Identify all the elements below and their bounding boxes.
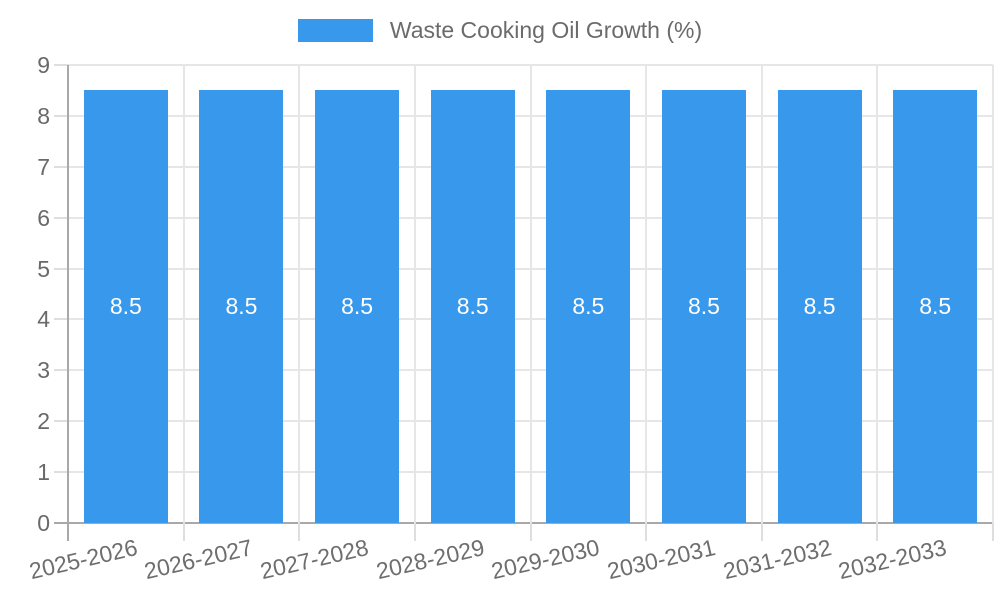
x-tick-label: 2026-2027: [142, 534, 256, 585]
v-gridline: [529, 65, 532, 523]
legend-swatch: [297, 19, 373, 42]
x-tick-mark: [992, 523, 994, 541]
x-tick-mark: [298, 523, 301, 541]
y-tick-mark: [54, 216, 68, 219]
legend-label: Waste Cooking Oil Growth (%): [389, 17, 703, 43]
y-tick-mark: [54, 165, 68, 168]
x-tick-label: 2028-2029: [373, 534, 487, 585]
y-tick-label: 9: [37, 52, 50, 78]
bar-value-label: 8.5: [225, 293, 258, 320]
bar[interactable]: 8.5: [430, 90, 515, 523]
bar-value-label: 8.5: [803, 293, 836, 320]
x-tick-label: 2029-2030: [489, 534, 603, 585]
x-tick-mark: [876, 523, 879, 541]
y-tick-label: 7: [37, 153, 50, 180]
bar[interactable]: 8.5: [661, 90, 746, 523]
bar-value-label: 8.5: [572, 293, 605, 320]
v-gridline: [992, 65, 994, 523]
bar[interactable]: 8.5: [199, 90, 284, 523]
y-tick-label: 3: [37, 357, 50, 384]
v-gridline: [760, 65, 763, 523]
y-tick-label: 2: [37, 408, 50, 435]
y-tick-mark: [54, 471, 68, 474]
y-tick-mark: [54, 369, 68, 372]
y-tick-mark: [54, 522, 68, 524]
legend-item[interactable]: Waste Cooking Oil Growth (%): [0, 17, 1000, 44]
bar[interactable]: 8.5: [315, 90, 400, 523]
bar[interactable]: 8.5: [83, 90, 168, 523]
y-tick-label: 6: [37, 204, 50, 231]
x-tick-mark: [760, 523, 763, 541]
x-tick-label: 2027-2028: [257, 534, 371, 585]
y-axis-line: [67, 65, 69, 523]
bar-value-label: 8.5: [109, 293, 142, 320]
x-tick-mark: [529, 523, 532, 541]
x-tick-mark: [67, 523, 69, 541]
v-gridline: [298, 65, 301, 523]
y-tick-mark: [54, 64, 68, 66]
x-tick-mark: [645, 523, 648, 541]
bar-value-label: 8.5: [687, 293, 720, 320]
bar[interactable]: 8.5: [893, 90, 978, 523]
y-tick-mark: [54, 318, 68, 321]
bar-value-label: 8.5: [919, 293, 952, 320]
v-gridline: [182, 65, 185, 523]
v-gridline: [413, 65, 416, 523]
y-tick-label: 1: [37, 459, 50, 486]
bar[interactable]: 8.5: [777, 90, 862, 523]
y-tick-label: 8: [37, 102, 50, 129]
bar[interactable]: 8.5: [546, 90, 631, 523]
y-tick-label: 5: [37, 255, 50, 282]
y-tick-mark: [54, 267, 68, 270]
x-tick-mark: [413, 523, 416, 541]
x-tick-label: 2031-2032: [720, 534, 834, 585]
y-tick-mark: [54, 420, 68, 423]
y-tick-mark: [54, 114, 68, 117]
bar-value-label: 8.5: [456, 293, 489, 320]
y-tick-label: 0: [37, 510, 50, 536]
x-tick-label: 2030-2031: [604, 534, 718, 585]
v-gridline: [645, 65, 648, 523]
x-tick-mark: [182, 523, 185, 541]
bar-value-label: 8.5: [341, 293, 374, 320]
x-tick-label: 2025-2026: [26, 534, 140, 585]
y-tick-label: 4: [37, 306, 50, 333]
v-gridline: [876, 65, 879, 523]
x-tick-label: 2032-2033: [836, 534, 950, 585]
